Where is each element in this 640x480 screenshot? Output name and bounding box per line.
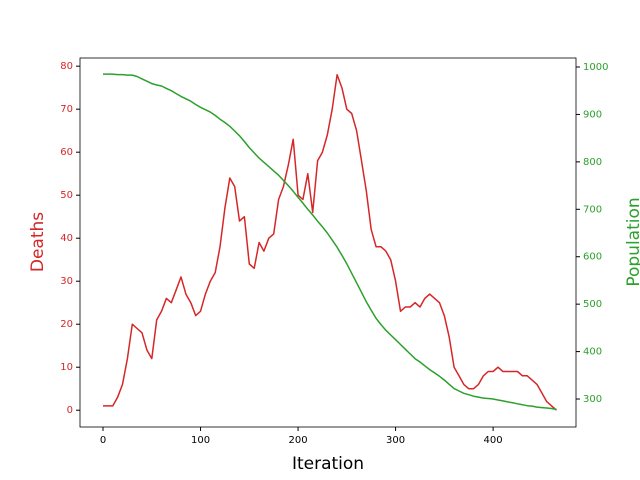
y2-tick-label: 400 [583,347,602,358]
y2-tick-label: 500 [583,299,602,310]
y-tick-label: 40 [60,233,73,244]
y-tick-label: 30 [60,276,73,287]
y-tick-label: 10 [60,362,73,373]
y2-tick-label: 600 [583,252,602,263]
y2-tick-label: 800 [583,157,602,168]
x-axis-label: Iteration [292,454,364,474]
plot-frame [79,57,577,428]
y-tick-label: 70 [60,104,73,115]
x-tick-label: 100 [191,435,210,446]
x-tick-label: 200 [289,435,308,446]
y-axis-label: Deaths [28,212,48,272]
y-tick-label: 50 [60,190,73,201]
y-tick-label: 60 [60,147,73,158]
x-tick-label: 300 [386,435,405,446]
y2-tick-label: 900 [583,109,602,120]
y2-tick-label: 700 [583,204,602,215]
x-tick-label: 0 [100,435,106,446]
y2-axis-label: Population [624,197,640,286]
data-line [103,73,557,411]
y2-tick-label: 1000 [583,62,608,73]
data-line [103,74,557,411]
y-tick-label: 20 [60,319,73,330]
x-tick-label: 400 [484,435,503,446]
y2-tick-label: 300 [583,394,602,405]
y-tick-label: 80 [60,61,73,72]
y-tick-label: 0 [67,405,73,416]
